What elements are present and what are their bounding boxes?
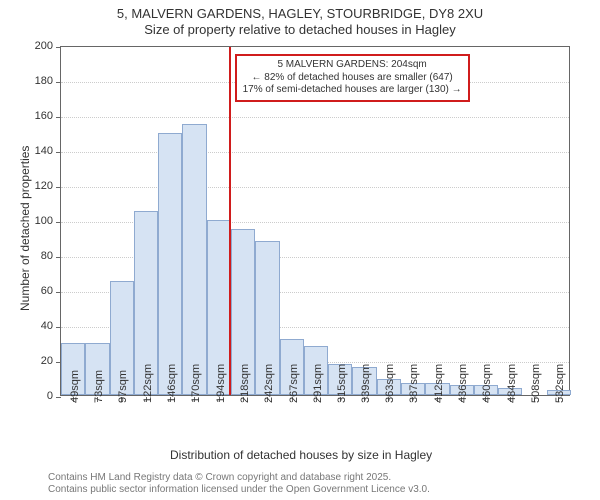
x-tick-label: 267sqm [288, 364, 300, 403]
x-tick-label: 363sqm [384, 364, 396, 403]
x-tick-label: 97sqm [117, 370, 129, 403]
y-tick-label: 0 [47, 390, 53, 402]
grid-line [61, 187, 569, 188]
title-line-1: 5, MALVERN GARDENS, HAGLEY, STOURBRIDGE,… [0, 6, 600, 22]
x-tick-label: 315sqm [336, 364, 348, 403]
grid-line [61, 152, 569, 153]
histogram-bar [158, 133, 182, 396]
annotation-line: 5 MALVERN GARDENS: 204sqm [243, 59, 462, 72]
x-tick-label: 387sqm [408, 364, 420, 403]
x-tick-label: 291sqm [312, 364, 324, 403]
y-tick-label: 120 [35, 180, 53, 192]
annotation-box: 5 MALVERN GARDENS: 204sqm← 82% of detach… [235, 54, 470, 102]
grid-line [61, 117, 569, 118]
footer-line-2: Contains public sector information licen… [48, 484, 430, 496]
x-tick-label: 122sqm [142, 364, 154, 403]
y-tick-label: 100 [35, 215, 53, 227]
plot-area: 02040608010012014016018020049sqm73sqm97s… [60, 46, 570, 396]
y-tick-label: 40 [41, 320, 53, 332]
footer-text: Contains HM Land Registry data © Crown c… [48, 472, 430, 496]
x-tick-label: 412sqm [433, 364, 445, 403]
title-block: 5, MALVERN GARDENS, HAGLEY, STOURBRIDGE,… [0, 0, 600, 39]
x-tick-label: 49sqm [69, 370, 81, 403]
x-tick-label: 170sqm [190, 364, 202, 403]
y-tick-label: 20 [41, 355, 53, 367]
y-tick-label: 140 [35, 145, 53, 157]
y-tick-label: 200 [35, 40, 53, 52]
x-tick-label: 242sqm [263, 364, 275, 403]
x-tick-label: 484sqm [506, 364, 518, 403]
footer-line-1: Contains HM Land Registry data © Crown c… [48, 472, 430, 484]
marker-line [229, 47, 231, 395]
x-tick-label: 508sqm [530, 364, 542, 403]
annotation-line: 17% of semi-detached houses are larger (… [243, 84, 462, 97]
y-tick-label: 60 [41, 285, 53, 297]
title-line-2: Size of property relative to detached ho… [0, 22, 600, 38]
x-tick-label: 532sqm [554, 364, 566, 403]
y-tick-label: 180 [35, 75, 53, 87]
figure-container: 5, MALVERN GARDENS, HAGLEY, STOURBRIDGE,… [0, 0, 600, 500]
x-tick-label: 339sqm [360, 364, 372, 403]
x-tick-label: 73sqm [93, 370, 105, 403]
x-axis-label: Distribution of detached houses by size … [170, 448, 432, 462]
x-tick-label: 436sqm [457, 364, 469, 403]
x-tick-label: 194sqm [215, 364, 227, 403]
x-tick-label: 146sqm [166, 364, 178, 403]
y-tick-label: 160 [35, 110, 53, 122]
y-tick-label: 80 [41, 250, 53, 262]
annotation-line: ← 82% of detached houses are smaller (64… [243, 72, 462, 85]
histogram-bar [182, 124, 206, 395]
x-tick-label: 218sqm [239, 364, 251, 403]
y-axis-label: Number of detached properties [18, 146, 32, 311]
x-tick-label: 460sqm [481, 364, 493, 403]
